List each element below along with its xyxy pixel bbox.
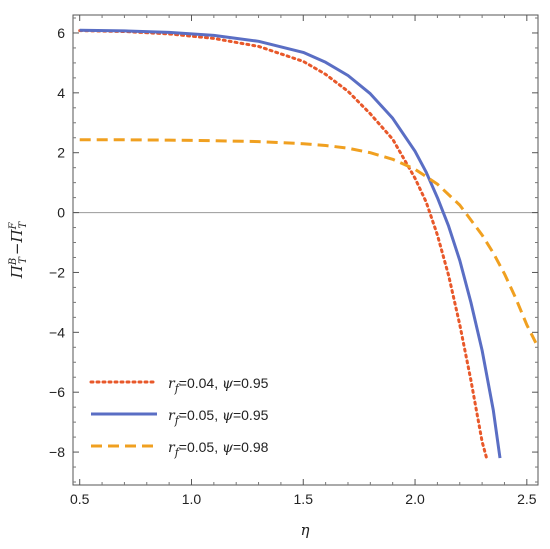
x-tick-label: 2.5 (517, 491, 537, 507)
y-tick-label: −2 (49, 264, 65, 280)
legend-label-1: rf=0.04, ψ=0.95 (168, 375, 269, 395)
y-axis-ticks: −8 −6 −4 −2 0 2 4 6 (49, 17, 538, 483)
series-lines (78, 28, 538, 460)
legend-label-3: rf=0.05, ψ=0.98 (168, 439, 269, 459)
x-tick-label: 1.0 (182, 491, 202, 507)
y-tick-label: −4 (49, 324, 65, 340)
x-tick-label: 1.5 (294, 491, 314, 507)
x-tick-label: 0.5 (70, 491, 90, 507)
y-tick-label: −6 (49, 384, 65, 400)
y-tick-label: 6 (57, 25, 65, 41)
y-axis-label: ΠBT−ΠFT (8, 220, 29, 279)
x-axis-ticks: 0.5 1.0 1.5 2.0 2.5 (70, 15, 537, 507)
plot-frame (72, 14, 539, 486)
legend-label-2: rf=0.05, ψ=0.95 (168, 407, 269, 427)
series-line-2 (79, 28, 502, 459)
legend: rf=0.04, ψ=0.95 rf=0.05, ψ=0.95 rf=0.05, ψ… (89, 375, 269, 459)
x-axis-label: η (301, 521, 310, 539)
y-tick-label: 4 (57, 85, 65, 101)
y-tick-label: 2 (57, 145, 65, 161)
series-line-3 (79, 138, 538, 344)
x-tick-label: 2.0 (405, 491, 425, 507)
y-tick-label: −8 (49, 444, 65, 460)
y-tick-label: 0 (57, 205, 65, 221)
series-line-1 (78, 29, 489, 460)
